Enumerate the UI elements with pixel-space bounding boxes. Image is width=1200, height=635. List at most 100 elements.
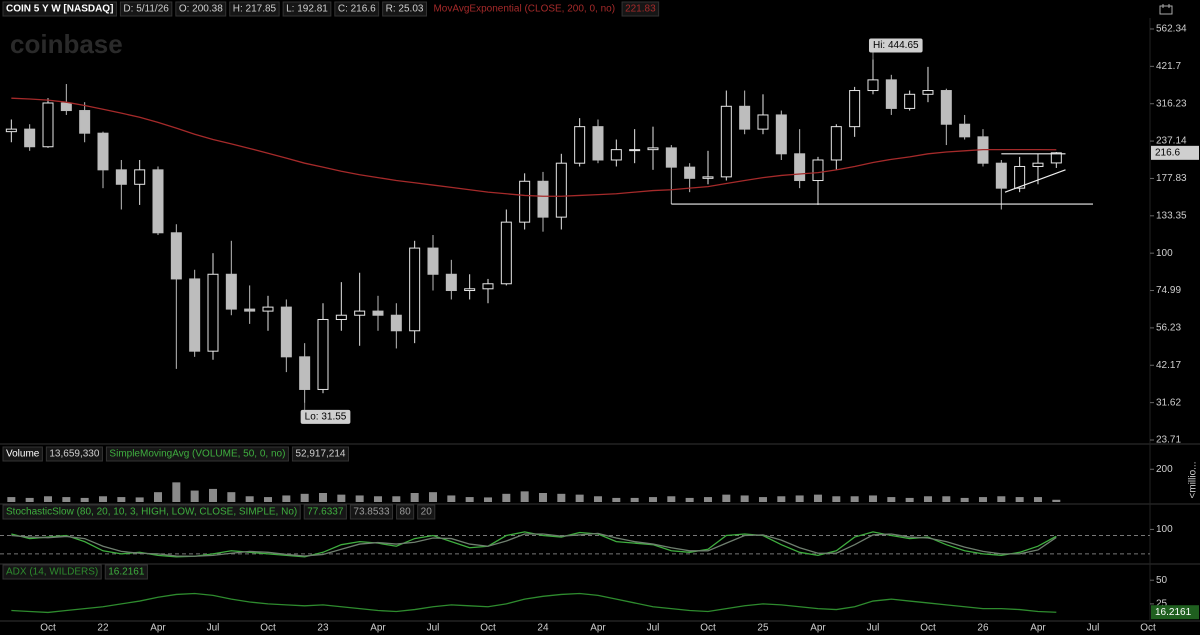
x-tick-label: 25 [757,623,769,634]
candle-body [409,247,421,332]
label-box [2,1,117,17]
x-tick-label: Jul [867,623,880,634]
y-tick-label: 133.35 [1156,210,1187,221]
volume-bar [447,495,456,502]
volume-bar [923,496,932,502]
candle-body [830,126,842,161]
volume-bar [777,496,786,502]
volume-bar [997,496,1006,502]
volume-bar [685,497,694,502]
x-tick-label: 24 [537,623,549,634]
y-tick-label: 74.99 [1156,285,1181,296]
volume-bar [62,497,71,502]
candle-body [299,356,311,390]
x-tick-label: Jul [1087,623,1100,634]
candle-body [115,169,127,185]
watermark: coinbase [10,29,123,59]
volume-bar [850,496,859,502]
header-label: H: 217.85 [233,4,277,15]
candle-body [189,278,201,352]
label-box [417,504,436,520]
header-label: Volume [6,449,40,460]
header-label: 20 [421,507,433,518]
volume-bar [557,493,566,502]
candle-body [739,105,751,130]
volume-bar [98,496,107,502]
header-label: 80 [400,507,412,518]
volume-bar [905,497,914,502]
y-tick-label: 42.17 [1156,360,1181,371]
header-label: ADX (14, WILDERS) [6,567,98,578]
label-box [229,1,280,17]
x-tick-label: Apr [810,623,826,634]
volume-bar [263,497,272,502]
candle-body [720,105,732,178]
header-label: 16.2161 [108,567,145,578]
candle-body [702,176,714,179]
candle-body [647,147,659,151]
header-label: C: 216.6 [338,4,376,15]
volume-bar [428,492,437,502]
settings-icon[interactable] [1159,4,1173,15]
volume-bar [318,493,327,502]
y-tick-label: 562.34 [1156,24,1187,35]
header-label: MovAvgExponential (CLOSE, 200, 0, no) [433,4,615,15]
volume-bar [538,493,547,502]
y-tick-label: 25 [1156,599,1168,610]
candle-body [1014,165,1026,189]
candle-body [867,79,879,92]
candle-body [427,247,439,275]
candle-body [372,310,384,316]
y-tick-label: 316.23 [1156,98,1187,109]
y-tick-label: 177.83 [1156,173,1187,184]
extreme-label: Lo: 31.55 [305,412,347,423]
y-tick-label: 23.71 [1156,435,1181,446]
candle-body [280,306,292,358]
header-label: 221.83 [625,4,656,15]
extreme-box [868,38,923,53]
volume-bar [483,497,492,502]
candle-body [757,114,769,130]
x-tick-label: Apr [1030,623,1046,634]
header-label: 73.8533 [353,507,390,518]
candle-body [24,128,36,148]
header-label: D: 5/11/26 [123,4,169,15]
header-label: 13,659,330 [49,449,99,460]
header-label: 77.6337 [307,507,344,518]
x-tick-label: Jul [647,623,660,634]
volume-bar [813,494,822,502]
volume-bar [245,496,254,502]
volume-bar [373,496,382,502]
label-box [291,446,349,462]
header-label: COIN 5 Y W [NASDAQ] [6,4,113,15]
label-box [396,504,415,520]
candle-body [665,147,677,168]
volume-bar [410,493,419,502]
candle-body [97,132,109,171]
volume-bar [1033,497,1042,502]
volume-bar [1015,497,1024,502]
x-tick-label: Oct [260,623,276,634]
x-tick-label: Oct [920,623,936,634]
candle-body [812,159,824,182]
x-tick-label: 23 [317,623,329,634]
candle-body [684,166,696,179]
volume-bar [7,497,16,502]
volume-bar [153,492,162,502]
volume-bar [795,495,804,502]
volume-bar [667,496,676,502]
ema-line [11,97,1057,197]
volume-bar [337,494,346,502]
candle-body [170,232,182,280]
value-box [1151,145,1199,160]
y-tick-label: 421.7 [1156,61,1181,72]
value-box [1151,605,1199,620]
volume-bar [887,497,896,502]
volume-bar [227,492,236,502]
x-tick-label: 26 [977,623,989,634]
volume-bar [868,495,877,502]
header-label: R: 25.03 [386,4,424,15]
candle-body [849,90,861,128]
